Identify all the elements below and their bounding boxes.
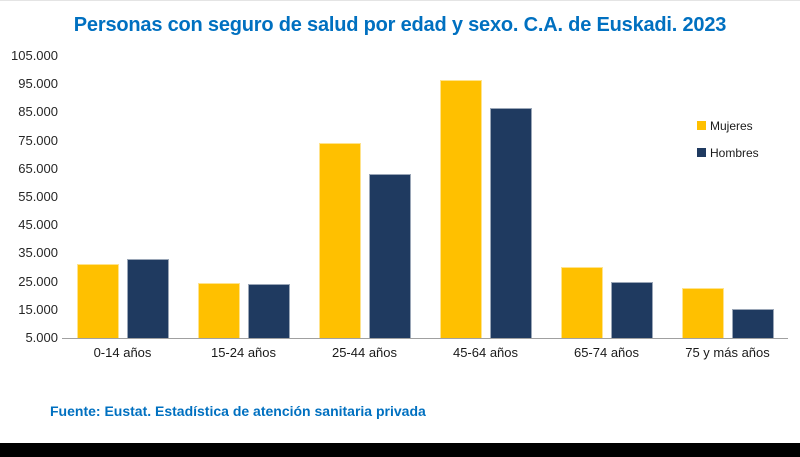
legend-item-hombres: Hombres [697,145,759,160]
bar-group-3 [304,56,425,338]
x-axis-label: 15-24 años [210,345,277,360]
legend-swatch-icon [697,148,706,157]
plot-area [62,56,788,339]
y-tick-label: 75.000 [18,132,58,148]
x-axis-labels: 0-14 años 15-24 años 25-44 años 45-64 años 6… [62,345,788,360]
bar-group-1 [62,56,183,338]
legend-label: Hombres [710,145,759,160]
x-axis-label: 0-14 años [93,345,152,360]
bar-mujeres-6 [681,288,724,338]
bar-mujeres-3 [318,143,361,338]
legend-swatch-icon [697,121,706,130]
bar-hombres-6 [731,309,774,338]
bar-mujeres-5 [560,267,603,338]
legend-label: Mujeres [710,118,753,133]
bottom-black-bar [0,443,800,457]
source-note: Fuente: Eustat. Estadística de atención … [50,403,426,419]
y-tick-label: 45.000 [18,217,58,233]
bar-mujeres-4 [439,80,482,338]
x-axis-label: 45-64 años [452,345,519,360]
x-axis-label: 75 y más años [685,345,770,360]
bar-mujeres-2 [197,283,240,338]
bar-hombres-3 [368,174,411,338]
x-axis-label: 65-74 años [573,345,640,360]
bar-group-5 [546,56,667,338]
bar-mujeres-1 [76,264,119,338]
y-tick-label: 65.000 [18,160,58,176]
legend-item-mujeres: Mujeres [697,118,759,133]
bar-hombres-4 [489,108,532,338]
y-tick-label: 85.000 [18,104,58,120]
y-tick-label: 105.000 [11,48,58,63]
y-tick-label: 15.000 [18,301,58,317]
bar-hombres-1 [126,259,169,338]
y-tick-label: 95.000 [18,76,58,92]
y-tick-label: 25.000 [18,273,58,289]
chart-title: Personas con seguro de salud por edad y … [73,14,727,36]
y-axis-tick-labels: 105.000 95.000 85.000 75.000 65.000 55.000 45.… [4,49,58,345]
bar-hombres-2 [247,284,290,338]
bar-group-2 [183,56,304,338]
x-axis-label: 25-44 años [331,345,398,360]
legend: Mujeres Hombres [697,119,759,173]
bar-group-6 [667,56,788,338]
bar-hombres-5 [610,282,653,338]
y-tick-label: 55.000 [18,189,58,204]
bar-group-4 [425,56,546,338]
y-tick-label: 35.000 [18,245,58,261]
y-tick-label: 5.000 [25,330,58,345]
